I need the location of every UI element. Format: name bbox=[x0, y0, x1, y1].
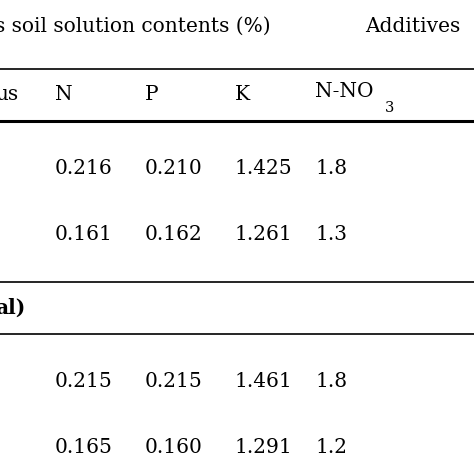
Text: 3: 3 bbox=[385, 101, 395, 115]
Text: P: P bbox=[145, 85, 158, 104]
Text: 0.160: 0.160 bbox=[145, 438, 202, 457]
Text: us: us bbox=[0, 85, 18, 104]
Text: 0.215: 0.215 bbox=[55, 372, 112, 391]
Text: N-NO: N-NO bbox=[315, 82, 374, 100]
Text: 1.8: 1.8 bbox=[315, 372, 347, 391]
Text: 1.425: 1.425 bbox=[235, 159, 292, 178]
Text: 1.2: 1.2 bbox=[315, 438, 347, 457]
Text: 1.461: 1.461 bbox=[235, 372, 292, 391]
Text: 1.3: 1.3 bbox=[315, 225, 347, 244]
Text: al): al) bbox=[0, 298, 26, 318]
Text: 0.210: 0.210 bbox=[145, 159, 202, 178]
Text: 0.162: 0.162 bbox=[145, 225, 202, 244]
Text: K: K bbox=[235, 85, 250, 104]
Text: Additives: Additives bbox=[365, 17, 460, 36]
Text: N: N bbox=[55, 85, 72, 104]
Text: 0.216: 0.216 bbox=[55, 159, 112, 178]
Text: 1.291: 1.291 bbox=[235, 438, 292, 457]
Text: 1.8: 1.8 bbox=[315, 159, 347, 178]
Text: 0.161: 0.161 bbox=[55, 225, 112, 244]
Text: 0.215: 0.215 bbox=[145, 372, 202, 391]
Text: s soil solution contents (%): s soil solution contents (%) bbox=[0, 17, 271, 36]
Text: 0.165: 0.165 bbox=[55, 438, 112, 457]
Text: 1.261: 1.261 bbox=[235, 225, 292, 244]
